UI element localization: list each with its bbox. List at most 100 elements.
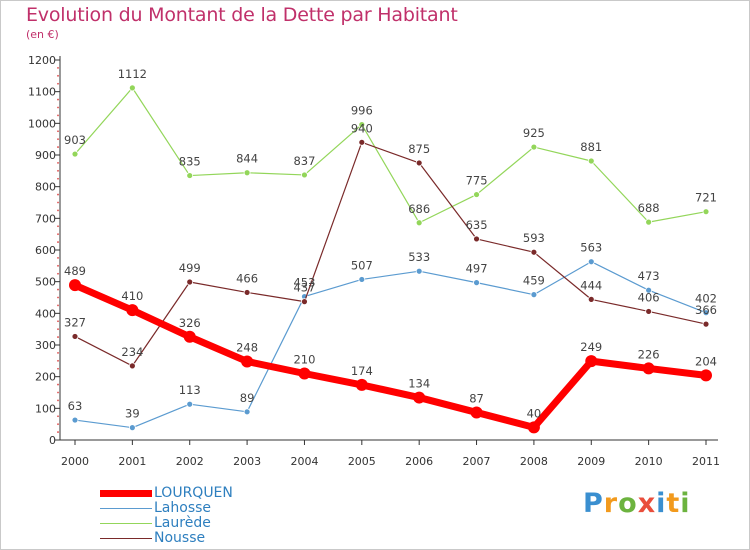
data-label-lahosse: 563 <box>580 241 602 255</box>
y-minor-tick <box>57 169 59 172</box>
y-minor-tick <box>57 193 59 196</box>
y-tick-label: 700 <box>35 212 56 225</box>
data-label-laurède: 925 <box>523 126 545 140</box>
data-point-laurède <box>301 171 308 179</box>
x-tick-label: 2000 <box>61 455 89 468</box>
y-tick-label: 0 <box>49 434 56 447</box>
series-line-nousse <box>74 141 707 367</box>
series-line-lahosse <box>74 261 707 429</box>
data-point-laurède <box>71 150 79 158</box>
data-point-lahosse <box>186 400 194 408</box>
data-point-nousse <box>587 295 595 303</box>
data-label-lahosse: 113 <box>179 383 201 397</box>
chart-title: Evolution du Montant de la Dette par Hab… <box>26 4 458 26</box>
data-label-nousse: 444 <box>580 278 602 292</box>
data-point-laurède <box>358 121 366 128</box>
data-point-lourquen <box>69 279 81 292</box>
data-point-laurède <box>645 218 653 226</box>
y-tick-label: 200 <box>35 371 56 384</box>
data-point-nousse <box>186 278 194 286</box>
data-label-lahosse: 533 <box>408 250 430 264</box>
legend-swatch <box>100 537 152 540</box>
y-minor-tick <box>57 391 59 394</box>
y-minor-tick <box>57 352 59 354</box>
x-tick-label: 2011 <box>692 455 720 468</box>
y-minor-tick <box>57 264 59 267</box>
y-minor-tick <box>57 415 59 418</box>
data-point-laurède <box>587 157 595 165</box>
y-minor-tick <box>57 336 59 338</box>
data-label-laurède: 837 <box>293 154 315 168</box>
data-point-lahosse <box>358 276 366 283</box>
data-label-laurède: 688 <box>638 201 660 215</box>
y-minor-tick <box>57 423 59 426</box>
data-point-lourquen <box>527 421 540 434</box>
data-point-nousse <box>128 362 136 370</box>
data-point-lourquen <box>298 367 311 380</box>
data-label-nousse: 593 <box>523 231 545 245</box>
chart-subtitle: (en €) <box>26 28 59 41</box>
y-minor-tick <box>57 114 59 117</box>
y-tick-label: 1200 <box>28 54 56 67</box>
logo-letter: i <box>680 488 691 519</box>
data-point-lourquen <box>470 406 483 419</box>
y-minor-tick <box>57 304 59 307</box>
y-minor-tick <box>57 162 59 164</box>
x-tick-label: 2005 <box>348 455 376 468</box>
data-label-lahosse: 459 <box>523 274 545 288</box>
y-minor-tick <box>57 399 59 402</box>
y-minor-tick <box>57 233 59 236</box>
data-point-lourquen <box>585 355 598 368</box>
data-point-lourquen <box>642 362 655 375</box>
data-point-laurède <box>186 172 194 179</box>
y-tick-label: 900 <box>35 149 56 162</box>
data-label-lourquen: 410 <box>121 289 143 303</box>
data-point-laurède <box>702 208 710 216</box>
data-label-lourquen: 248 <box>236 340 258 354</box>
y-tick-label: 500 <box>35 276 56 289</box>
data-point-lourquen <box>700 369 712 382</box>
logo-letter: t <box>666 488 681 519</box>
data-label-lourquen: 210 <box>293 353 315 367</box>
data-point-lourquen <box>126 304 139 317</box>
x-tick-label: 2009 <box>577 455 605 468</box>
y-tick-label: 400 <box>35 307 56 320</box>
logo-letter: i <box>656 488 667 519</box>
data-point-nousse <box>530 248 538 256</box>
data-label-nousse: 940 <box>351 121 373 135</box>
data-label-nousse: 437 <box>293 281 315 295</box>
data-point-nousse <box>415 159 423 167</box>
y-minor-tick <box>57 288 59 291</box>
y-minor-tick <box>57 383 59 386</box>
x-tick-label: 2007 <box>463 455 491 468</box>
data-label-lahosse: 63 <box>68 399 83 413</box>
data-point-lourquen <box>183 330 196 343</box>
data-point-lahosse <box>645 286 653 294</box>
logo-letter: r <box>603 488 619 519</box>
data-point-lahosse <box>587 258 595 266</box>
y-tick-label: 1100 <box>28 86 56 99</box>
x-tick-label: 2004 <box>290 455 318 468</box>
data-label-nousse: 366 <box>695 303 717 317</box>
data-label-lourquen: 489 <box>64 264 86 278</box>
data-label-lahosse: 39 <box>125 407 140 421</box>
data-label-laurède: 881 <box>580 140 602 154</box>
y-minor-tick <box>57 272 59 275</box>
data-point-laurède <box>473 191 480 198</box>
data-label-lahosse: 402 <box>695 292 717 306</box>
y-minor-tick <box>57 74 59 77</box>
data-point-lahosse <box>702 309 710 317</box>
data-point-lourquen <box>241 355 254 368</box>
x-tick-label: 2003 <box>233 455 261 468</box>
data-point-lahosse <box>530 291 538 299</box>
data-label-laurède: 844 <box>236 152 258 166</box>
data-label-lourquen: 174 <box>351 364 373 378</box>
y-minor-tick <box>57 320 59 323</box>
data-label-nousse: 466 <box>236 271 258 285</box>
logo-letter: x <box>637 488 657 519</box>
data-point-laurède <box>530 143 538 151</box>
data-label-nousse: 406 <box>638 290 660 304</box>
data-point-nousse <box>243 289 251 296</box>
data-point-laurède <box>128 84 136 92</box>
